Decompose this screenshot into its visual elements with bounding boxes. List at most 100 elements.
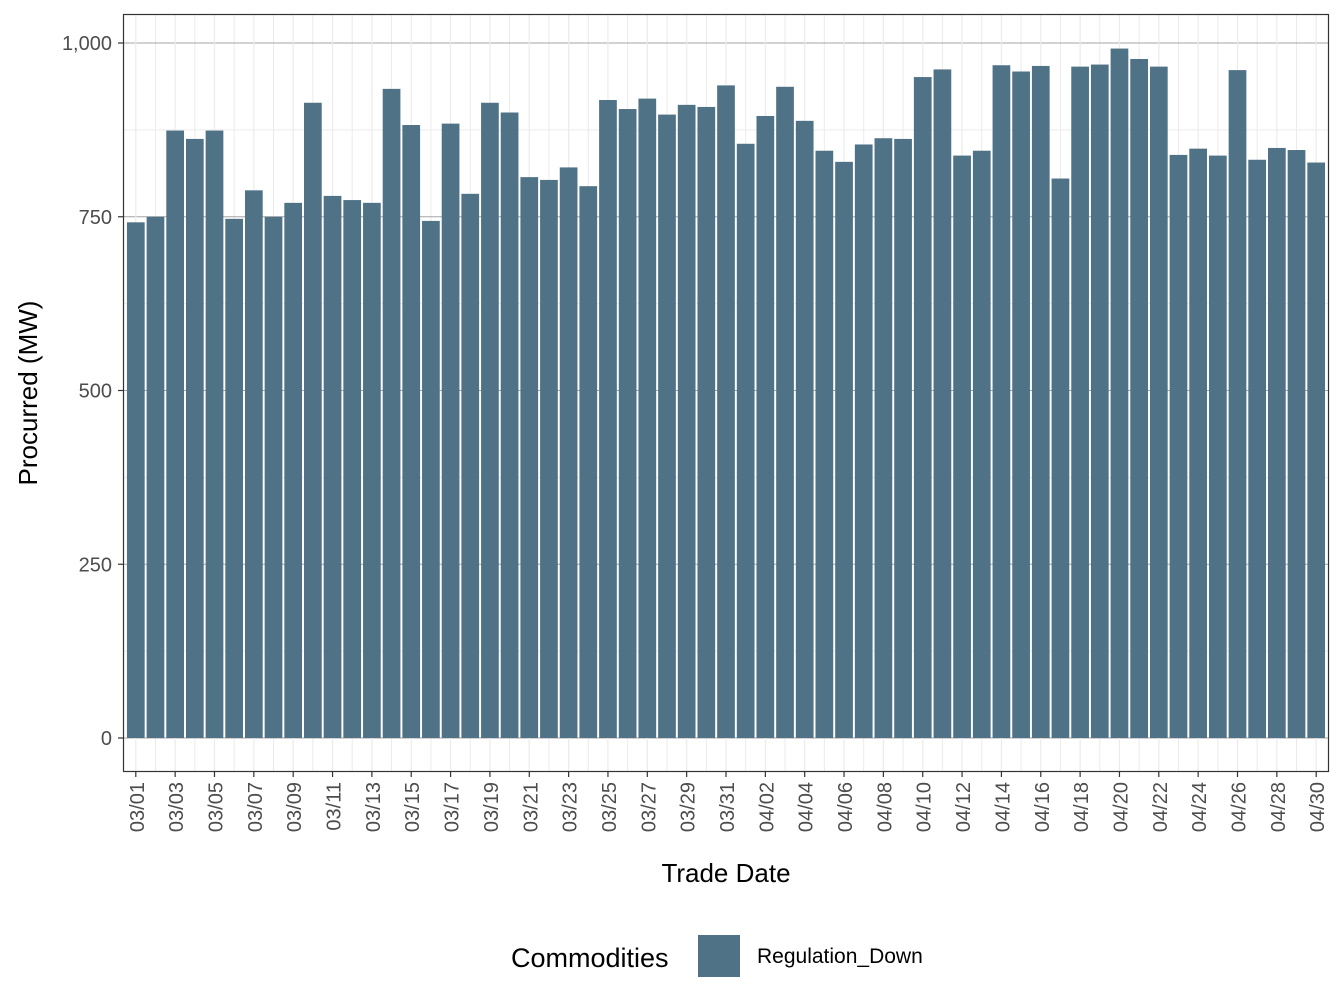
x-tick-label: 04/12	[953, 782, 975, 832]
x-tick-label: 04/24	[1189, 782, 1211, 832]
bar-04-21	[1130, 58, 1148, 739]
bar-04-02	[756, 115, 775, 739]
bar-04-19	[1090, 64, 1109, 739]
bar-04-05	[815, 150, 834, 739]
bar-03-29	[677, 104, 696, 739]
x-tick-label: 04/02	[756, 782, 778, 832]
bar-04-27	[1248, 159, 1267, 738]
bar-03-17	[441, 123, 460, 739]
bar-04-22	[1149, 66, 1168, 738]
bar-03-01	[126, 222, 145, 738]
bar-04-24	[1189, 148, 1208, 738]
x-tick-label: 04/26	[1229, 782, 1251, 832]
bar-04-09	[894, 138, 912, 738]
bar-04-16	[1031, 65, 1050, 738]
bar-04-25	[1208, 155, 1227, 739]
x-tick-label: 03/27	[638, 782, 660, 832]
legend-title: Commodities	[511, 943, 669, 973]
x-tick-label: 04/10	[914, 782, 936, 832]
bar-03-19	[481, 102, 499, 738]
y-axis: 0 250 500 750 1,000	[62, 33, 124, 750]
bar-03-24	[579, 186, 598, 739]
bar-04-26	[1228, 70, 1247, 739]
x-tick-label: 03/01	[127, 782, 149, 832]
bar-03-18	[461, 193, 480, 738]
x-tick-label: 04/08	[874, 782, 896, 832]
legend-label-regulation-down: Regulation_Down	[757, 945, 923, 968]
x-tick-label: 04/04	[796, 782, 818, 832]
bar-03-23	[559, 167, 578, 738]
x-tick-label: 04/14	[992, 782, 1014, 832]
bar-03-12	[343, 200, 362, 738]
bar-04-01	[736, 143, 755, 738]
x-tick-label: 04/20	[1110, 782, 1132, 832]
bar-04-20	[1110, 48, 1129, 739]
x-tick-label: 04/28	[1268, 782, 1290, 832]
bar-03-30	[697, 106, 716, 738]
y-tick-label: 1,000	[62, 33, 112, 55]
x-tick-label: 04/22	[1150, 782, 1172, 832]
bar-04-12	[953, 155, 971, 739]
x-tick-label: 04/06	[835, 782, 857, 832]
bar-04-30	[1307, 162, 1326, 739]
x-tick-label: 03/29	[678, 782, 700, 832]
x-tick-label: 03/07	[245, 782, 267, 832]
bars	[126, 48, 1326, 739]
bar-04-03	[776, 86, 794, 739]
x-tick-label: 03/09	[284, 782, 306, 832]
x-tick-label: 03/31	[717, 782, 739, 832]
bar-03-10	[304, 102, 322, 738]
x-axis: 03/01 03/03 03/05 03/07 03/09 03/11 03/13 03/15…	[127, 771, 1329, 832]
bar-03-21	[520, 177, 539, 738]
bar-03-20	[500, 112, 519, 738]
x-tick-label: 03/03	[166, 782, 188, 832]
bar-03-15	[402, 125, 421, 738]
bar-04-06	[835, 161, 853, 739]
bar-03-27	[638, 98, 657, 739]
bar-04-18	[1071, 66, 1089, 738]
bar-03-03	[166, 130, 185, 738]
bar-04-23	[1169, 154, 1188, 738]
x-axis-title: Trade Date	[661, 858, 790, 888]
bar-04-15	[1012, 71, 1030, 738]
legend: Commodities Regulation_Down	[511, 935, 923, 977]
bar-04-17	[1051, 178, 1070, 738]
y-tick-label: 0	[101, 728, 112, 750]
x-tick-label: 03/05	[206, 782, 228, 832]
bar-03-26	[618, 109, 637, 738]
bar-04-08	[874, 138, 893, 739]
x-tick-label: 04/30	[1307, 782, 1329, 832]
bar-04-10	[913, 77, 932, 738]
bar-03-22	[540, 179, 558, 739]
bar-04-04	[795, 120, 814, 739]
bar-03-14	[382, 88, 401, 739]
bar-03-25	[599, 99, 617, 739]
x-tick-label: 03/13	[363, 782, 385, 832]
bar-04-28	[1268, 147, 1286, 738]
bar-03-06	[225, 218, 244, 739]
bar-04-14	[992, 65, 1011, 739]
bar-04-11	[933, 69, 952, 738]
x-tick-label: 03/17	[442, 782, 464, 832]
x-tick-label: 03/11	[324, 782, 346, 831]
y-tick-label: 500	[79, 381, 112, 403]
bar-04-07	[854, 144, 873, 739]
bar-04-29	[1287, 150, 1306, 738]
bar-03-11	[323, 195, 342, 738]
y-tick-label: 250	[79, 554, 112, 576]
bar-03-13	[363, 202, 381, 739]
bar-04-13	[972, 150, 991, 739]
bar-03-08	[264, 216, 283, 738]
x-tick-label: 03/19	[481, 782, 503, 832]
y-tick-label: 750	[79, 207, 112, 229]
bar-03-09	[284, 202, 303, 739]
legend-key-regulation-down	[698, 935, 740, 977]
x-tick-label: 03/25	[599, 782, 621, 832]
bar-03-05	[205, 130, 224, 738]
x-tick-label: 03/23	[560, 782, 582, 832]
bar-03-16	[422, 220, 440, 739]
bar-03-28	[658, 114, 676, 739]
bar-03-04	[185, 138, 204, 738]
x-tick-label: 04/18	[1071, 782, 1093, 832]
